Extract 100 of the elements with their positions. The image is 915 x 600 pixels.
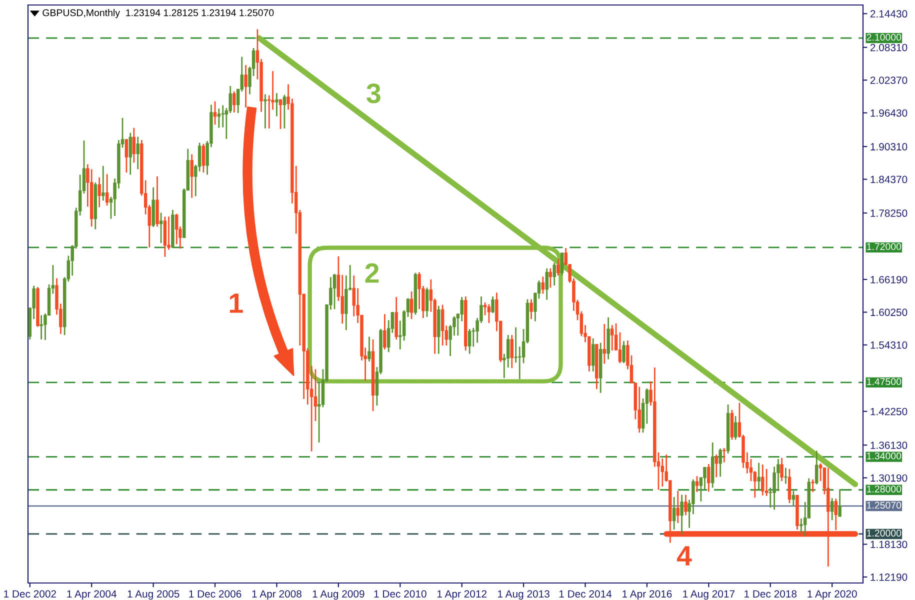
candlestick	[159, 212, 163, 244]
candlestick	[676, 490, 680, 524]
candlestick	[838, 488, 842, 518]
candlestick	[213, 100, 217, 126]
x-tick-label: 1 Apr 2012	[437, 590, 487, 600]
candlestick	[518, 346, 522, 380]
ref-line-label: 1.72000	[867, 243, 902, 250]
candlestick	[730, 409, 734, 440]
candlestick	[425, 286, 429, 318]
candlestick	[780, 457, 784, 482]
annotation: 3	[366, 84, 380, 104]
candlestick	[175, 213, 178, 245]
candlestick	[264, 94, 267, 130]
candlestick	[556, 258, 560, 276]
candlestick	[548, 268, 552, 288]
annotation: 1	[230, 294, 243, 313]
candlestick	[622, 340, 626, 364]
annotation: 4	[677, 546, 692, 566]
ref-line-label: 1.34000	[867, 452, 902, 460]
candlestick	[680, 494, 684, 536]
chart-title: GBPUSD,Monthly 1.23194 1.28125 1.23194 1.25070	[42, 9, 274, 18]
candlestick	[190, 154, 194, 199]
candlestick	[560, 252, 564, 276]
candlestick	[275, 92, 278, 117]
candlestick	[764, 468, 768, 497]
candlestick	[317, 381, 321, 444]
candlestick	[753, 470, 757, 498]
annotation: 2	[365, 263, 379, 283]
candlestick	[602, 323, 606, 364]
candlestick	[552, 262, 556, 286]
candlestick	[545, 268, 548, 300]
candlestick	[830, 497, 834, 521]
y-tick-label: 1.12190	[870, 573, 908, 581]
y-tick-label: 1.60250	[870, 308, 908, 316]
ref-line-label: 1.25070	[867, 502, 902, 509]
candlestick	[510, 334, 514, 369]
candlestick	[383, 313, 386, 350]
y-tick-label: 1.42250	[870, 408, 908, 416]
candlestick	[410, 290, 414, 320]
x-tick-label: 1 Dec 2010	[374, 590, 426, 598]
candlestick	[672, 496, 676, 530]
y-tick-label: 2.14430	[870, 10, 908, 18]
candlestick	[278, 98, 282, 130]
y-tick-label: 1.78250	[870, 210, 908, 217]
y-tick-label: 1.36130	[870, 442, 908, 449]
y-tick-label: 1.66190	[870, 276, 908, 284]
candlestick	[202, 143, 206, 174]
candlestick	[440, 304, 444, 346]
candlestick	[815, 450, 818, 486]
x-tick-label: 1 Dec 2006	[189, 590, 242, 598]
candlestick	[618, 332, 622, 364]
candlestick	[541, 276, 545, 294]
candlestick	[332, 273, 336, 310]
candlestick	[714, 454, 718, 478]
x-tick-label: 1 Dec 2018	[744, 590, 797, 598]
y-tick-label: 2.08310	[870, 44, 908, 52]
candlestick	[132, 127, 136, 164]
x-tick-label: 1 Apr 2016	[622, 590, 672, 600]
candlestick	[468, 328, 472, 354]
candlestick	[757, 462, 760, 492]
candlestick	[761, 464, 764, 496]
x-tick-label: 1 Apr 2020	[808, 590, 857, 600]
x-tick-label: 1 Aug 2017	[683, 590, 735, 600]
candlestick	[128, 132, 132, 176]
candlestick	[792, 490, 796, 508]
candlestick	[734, 415, 738, 440]
candlestick	[530, 298, 533, 320]
candlestick	[811, 478, 814, 493]
candlestick	[282, 94, 286, 130]
candlestick	[156, 176, 159, 228]
candlestick	[491, 296, 494, 314]
x-tick-label: 1 Apr 2004	[67, 590, 116, 600]
candlestick	[638, 386, 641, 434]
y-tick-label: 1.84370	[870, 176, 908, 184]
y-tick-label: 1.18130	[870, 540, 908, 548]
candlestick	[610, 324, 614, 352]
x-tick-label: 1 Aug 2005	[128, 590, 180, 600]
candlestick	[124, 138, 128, 174]
candlestick	[483, 302, 487, 316]
candlestick	[788, 468, 792, 504]
ref-line-label: 1.28000	[867, 486, 902, 492]
candlestick	[591, 338, 595, 372]
y-tick-label: 2.02370	[870, 76, 908, 84]
candlestick	[645, 388, 649, 424]
candlestick	[102, 165, 105, 202]
y-tick-label: 1.96430	[870, 109, 908, 117]
x-tick-label: 1 Aug 2009	[312, 590, 364, 600]
candlestick	[684, 494, 688, 516]
x-tick-label: 1 Dec 2014	[559, 590, 612, 598]
ref-line-label: 2.10000	[866, 34, 902, 41]
candlestick	[784, 467, 788, 485]
x-tick-label: 1 Dec 2002	[4, 590, 56, 598]
x-tick-label: 1 Apr 2008	[252, 590, 302, 600]
candlestick	[221, 104, 224, 128]
y-tick-label: 1.90310	[870, 143, 908, 150]
candlestick	[695, 475, 699, 493]
candlestick	[40, 314, 43, 340]
ref-line-label: 1.47500	[867, 378, 902, 386]
y-tick-label: 1.54310	[870, 341, 908, 349]
candlestick	[718, 448, 722, 478]
